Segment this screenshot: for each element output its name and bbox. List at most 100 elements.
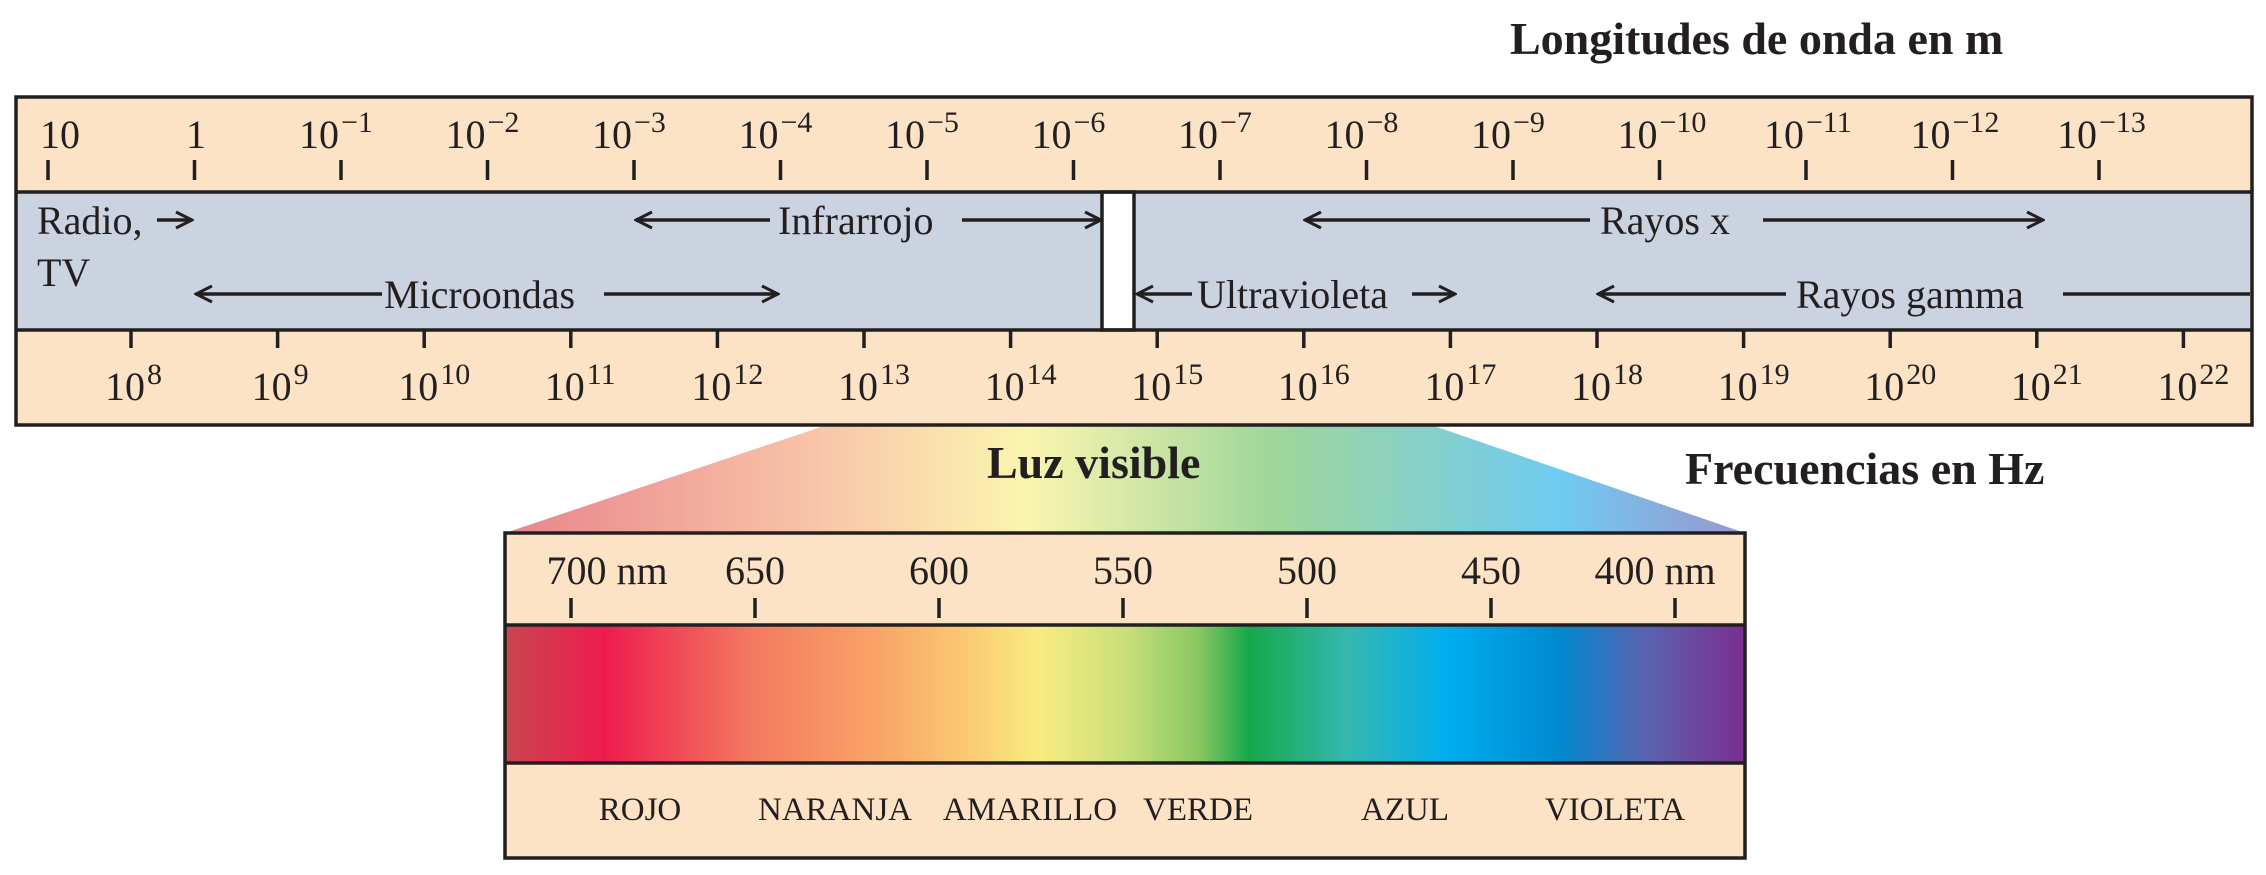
frequency-band — [16, 330, 2252, 425]
visible-tick-label: 700 nm — [546, 548, 667, 593]
visible-ticks-band — [505, 533, 1745, 625]
color-names: ROJO NARANJA AMARILLO VERDE AZUL VIOLETA — [599, 792, 1686, 828]
frequency-tick-label-base: 10 — [1571, 364, 1611, 409]
wavelength-tick-label-base: 10 — [446, 112, 486, 157]
frequency-title: Frecuencias en Hz — [1685, 443, 2044, 494]
wavelength-tick-label-base: 10 — [40, 112, 80, 157]
frequency-tick-label-exponent: 22 — [2199, 358, 2229, 391]
visible-tick-label: 550 — [1093, 548, 1153, 593]
wavelength-tick-label-exponent: −9 — [1513, 106, 1545, 139]
frequency-tick-label-exponent: 11 — [587, 358, 616, 391]
wavelength-tick-label-exponent: −11 — [1806, 106, 1852, 139]
frequency-tick-label: 1011 — [545, 358, 616, 409]
visible-spectrum-strip — [505, 625, 1745, 763]
color-name-label: AMARILLO — [943, 792, 1117, 828]
radio-label-line2: TV — [37, 250, 90, 295]
wavelength-tick-label-exponent: −12 — [1953, 106, 2000, 139]
frequency-tick-label-exponent: 10 — [440, 358, 470, 391]
wavelength-tick-label-base: 10 — [1178, 112, 1218, 157]
visible-light-fan — [505, 330, 1745, 533]
wavelength-tick-label: 10−6 — [1032, 106, 1106, 157]
wavelength-tick-label-exponent: −6 — [1074, 106, 1106, 139]
wavelength-tick-label-base: 10 — [1764, 112, 1804, 157]
frequency-tick-label-base: 10 — [838, 364, 878, 409]
wavelength-tick-label-exponent: −5 — [927, 106, 959, 139]
frequency-tick-label-base: 10 — [105, 364, 145, 409]
frequency-tick-label-base: 10 — [1718, 364, 1758, 409]
frequency-tick-label: 109 — [252, 358, 309, 409]
wavelength-tick-label: 10−10 — [1618, 106, 1707, 157]
frequency-tick-label-exponent: 16 — [1320, 358, 1350, 391]
frequency-tick-label: 1019 — [1718, 358, 1790, 409]
color-name-label: NARANJA — [758, 792, 912, 828]
frequency-tick-label-base: 10 — [252, 364, 292, 409]
frequency-tick-label: 1013 — [838, 358, 910, 409]
frequency-tick-label-base: 10 — [398, 364, 438, 409]
frequency-axis: 108 109 1010 1011 1012 1013 1014 1015 1016 1017 10… — [105, 330, 2229, 409]
wavelength-tick-label-base: 10 — [1471, 112, 1511, 157]
wavelength-tick-label-base: 10 — [2057, 112, 2097, 157]
frequency-tick-label: 1014 — [985, 358, 1057, 409]
wavelength-tick-label-exponent: −8 — [1367, 106, 1399, 139]
wavelength-tick-label: 10−3 — [592, 106, 666, 157]
color-name-label: VIOLETA — [1545, 792, 1685, 828]
wavelength-tick-label-exponent: −3 — [634, 106, 666, 139]
visible-tick-label: 450 — [1461, 548, 1521, 593]
frequency-tick-label-base: 10 — [985, 364, 1025, 409]
wavelength-tick-label: 1 — [186, 112, 206, 157]
infrared-label: Infrarrojo — [778, 198, 933, 243]
wavelength-tick-label-base: 10 — [299, 112, 339, 157]
frequency-tick-label-base: 10 — [1278, 364, 1318, 409]
wavelength-tick-label: 10−9 — [1471, 106, 1545, 157]
wavelength-tick-label: 10−11 — [1764, 106, 1852, 157]
frequency-tick-label: 108 — [105, 358, 162, 409]
gamma-label: Rayos gamma — [1796, 272, 2024, 317]
frequency-tick-label-exponent: 14 — [1027, 358, 1057, 391]
wavelength-tick-label: 10−7 — [1178, 106, 1252, 157]
frequency-tick-label-exponent: 21 — [2053, 358, 2083, 391]
frequency-tick-label-exponent: 18 — [1613, 358, 1643, 391]
spectrum-outline — [14, 95, 2254, 427]
ultraviolet-label: Ultravioleta — [1197, 272, 1388, 317]
visible-panel-outline — [503, 531, 1747, 860]
wavelength-tick-label-exponent: −10 — [1660, 106, 1707, 139]
wavelength-tick-label: 10−1 — [299, 106, 373, 157]
frequency-tick-label-base: 10 — [2157, 364, 2197, 409]
wavelength-title: Longitudes de onda en m — [1510, 13, 2003, 64]
wavelength-tick-label-exponent: −2 — [488, 106, 520, 139]
wavelength-tick-label: 10 — [40, 112, 80, 157]
color-name-label: VERDE — [1143, 792, 1253, 828]
wavelength-tick-label: 10−5 — [885, 106, 959, 157]
radio-label-line1: Radio, — [37, 198, 143, 243]
wavelength-tick-label: 10−8 — [1325, 106, 1399, 157]
wavelength-tick-label: 10−12 — [1911, 106, 2000, 157]
frequency-tick-label: 1017 — [1424, 358, 1496, 409]
wavelength-tick-label: 10−4 — [739, 106, 813, 157]
wavelength-tick-label-exponent: −1 — [341, 106, 373, 139]
wavelength-tick-label-exponent: −4 — [781, 106, 813, 139]
wavelength-tick-label-base: 10 — [885, 112, 925, 157]
frequency-tick-label-base: 10 — [2011, 364, 2051, 409]
frequency-tick-label-exponent: 20 — [1906, 358, 1936, 391]
visible-light-title: Luz visible — [987, 437, 1200, 488]
wavelength-tick-label-base: 10 — [1032, 112, 1072, 157]
frequency-tick-label: 1015 — [1131, 358, 1203, 409]
wavelength-tick-label-exponent: −13 — [2099, 106, 2146, 139]
frequency-tick-label: 1012 — [691, 358, 763, 409]
visible-window — [1100, 190, 1136, 332]
frequency-tick-label-exponent: 12 — [733, 358, 763, 391]
wavelength-tick-label-base: 10 — [739, 112, 779, 157]
frequency-tick-label-base: 10 — [1864, 364, 1904, 409]
frequency-tick-label-exponent: 19 — [1760, 358, 1790, 391]
visible-tick-label: 650 — [725, 548, 785, 593]
visible-tick-label: 600 — [909, 548, 969, 593]
wavelength-tick-label-base: 10 — [1618, 112, 1658, 157]
frequency-tick-label-base: 10 — [1424, 364, 1464, 409]
frequency-tick-label-exponent: 13 — [880, 358, 910, 391]
color-name-label: ROJO — [599, 792, 682, 828]
wavelength-tick-label-base: 1 — [186, 112, 206, 157]
frequency-tick-label-base: 10 — [1131, 364, 1171, 409]
frequency-tick-label: 1018 — [1571, 358, 1643, 409]
frequency-tick-label: 1016 — [1278, 358, 1350, 409]
frequency-tick-label: 1022 — [2157, 358, 2229, 409]
